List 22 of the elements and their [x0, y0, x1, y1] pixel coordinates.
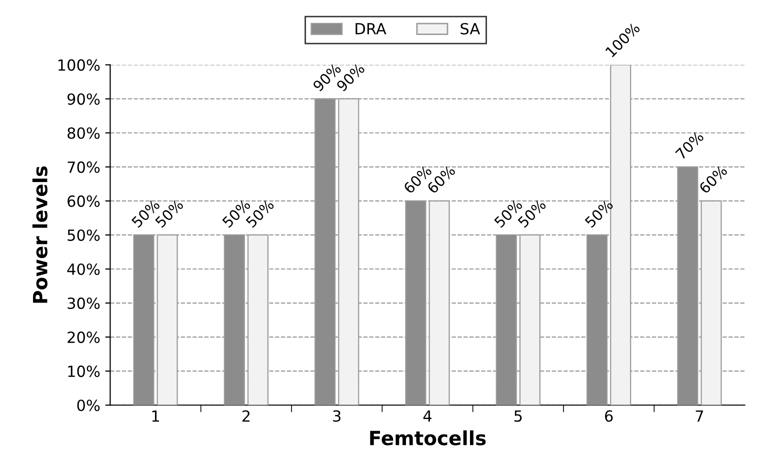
x-tick-label: 5 — [514, 410, 522, 422]
y-tick-label: 100% — [58, 59, 100, 71]
x-tick-label: 2 — [242, 410, 250, 422]
y-tick-label: 50% — [68, 229, 100, 241]
legend-label: DRA — [356, 23, 386, 34]
y-tick-label: 90% — [67, 93, 100, 105]
y-tick-label: 0% — [77, 400, 100, 412]
x-axis-title: Femtocells — [370, 430, 486, 446]
x-tick-label: 1 — [152, 410, 159, 422]
x-tick-label: 7 — [696, 410, 704, 422]
y-tick-label: 20% — [68, 332, 100, 344]
y-tick-label: 30% — [68, 298, 100, 310]
x-tick-label: 6 — [605, 410, 613, 422]
y-tick-label: 80% — [68, 127, 100, 139]
y-tick-label: 70% — [68, 161, 100, 173]
y-tick-label: 60% — [68, 195, 100, 207]
x-tick-label: 4 — [423, 410, 432, 422]
legend-label: SA — [460, 22, 480, 34]
x-tick-label: 3 — [333, 410, 340, 422]
y-tick-label: 40% — [67, 263, 100, 276]
y-tick-label: 10% — [68, 366, 100, 378]
y-axis-title: Power levels — [32, 166, 48, 303]
